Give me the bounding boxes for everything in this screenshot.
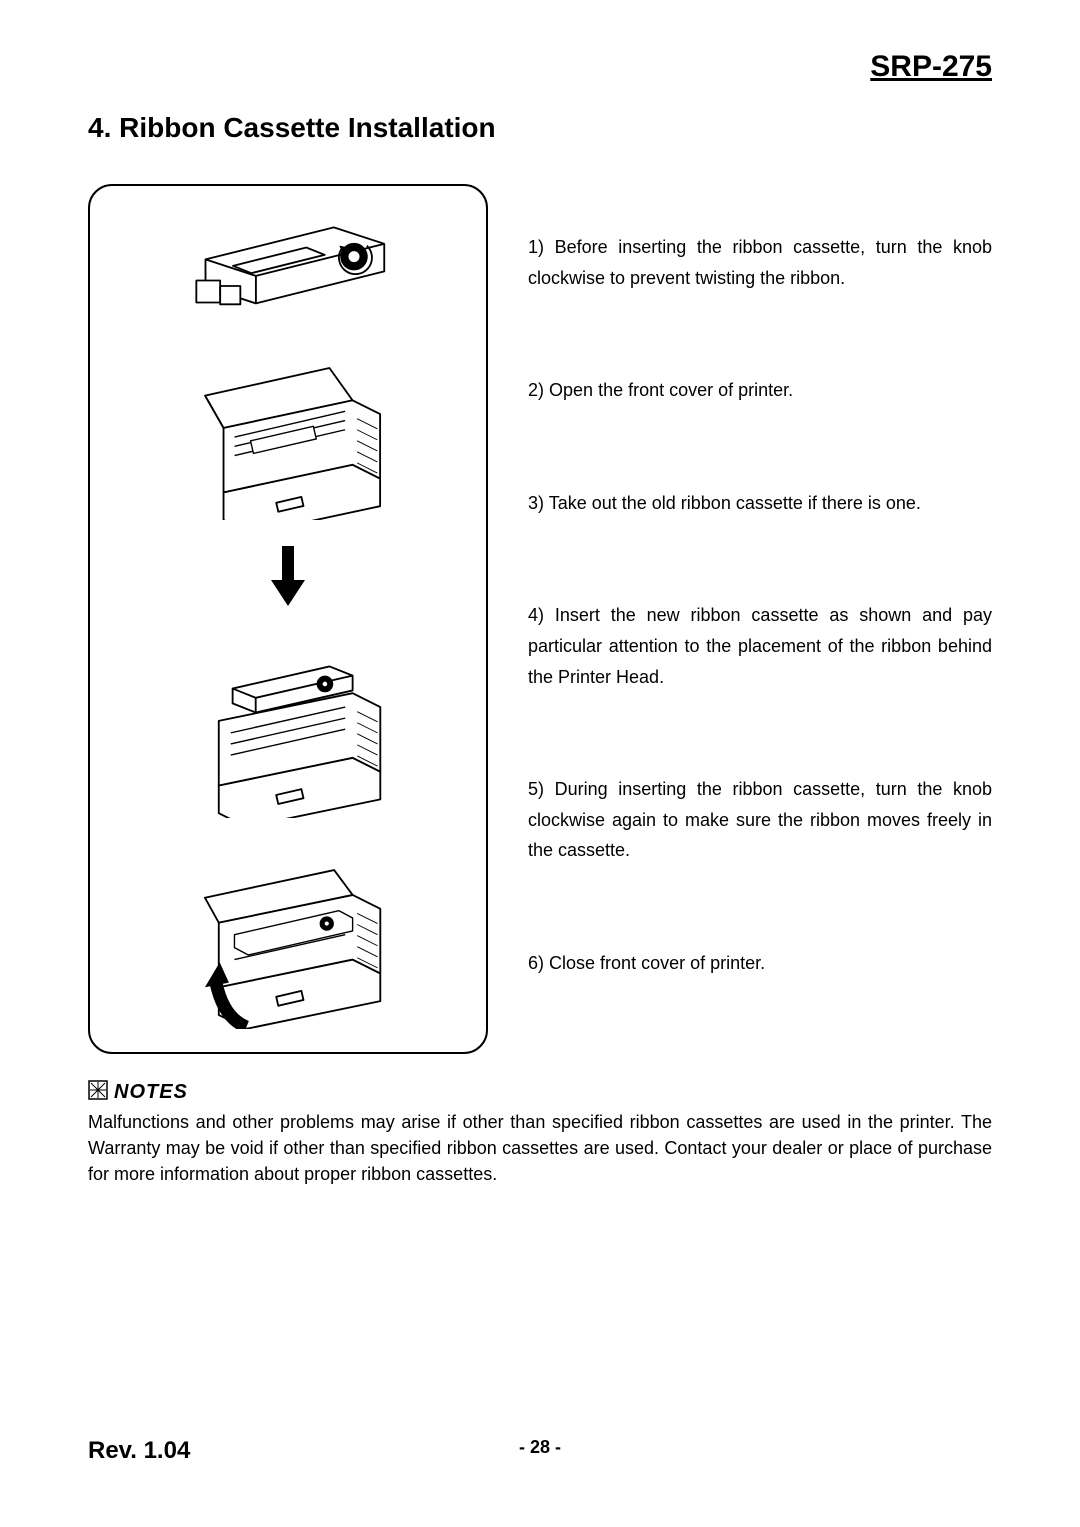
step-1: 1) Before inserting the ribbon cassette,… bbox=[528, 232, 992, 293]
step-number: 5) bbox=[528, 779, 544, 799]
notes-body: Malfunctions and other problems may aris… bbox=[88, 1109, 992, 1187]
instruction-steps: 1) Before inserting the ribbon cassette,… bbox=[528, 184, 992, 1054]
section-title: 4. Ribbon Cassette Installation bbox=[88, 112, 992, 144]
notes-label: NOTES bbox=[114, 1081, 188, 1104]
step-text: Close front cover of printer. bbox=[549, 953, 765, 973]
step-4: 4) Insert the new ribbon cassette as sho… bbox=[528, 600, 992, 692]
main-content: 1) Before inserting the ribbon cassette,… bbox=[88, 184, 992, 1054]
notes-header: NOTES bbox=[88, 1080, 992, 1105]
step-text: Open the front cover of printer. bbox=[549, 380, 793, 400]
step-text: During inserting the ribbon cassette, tu… bbox=[528, 779, 992, 860]
step-number: 3) bbox=[528, 493, 544, 513]
step-number: 2) bbox=[528, 380, 544, 400]
step-3: 3) Take out the old ribbon cassette if t… bbox=[528, 488, 992, 519]
step-text: Take out the old ribbon cassette if ther… bbox=[549, 493, 921, 513]
notes-block: NOTES Malfunctions and other problems ma… bbox=[88, 1080, 992, 1187]
step-number: 4) bbox=[528, 605, 544, 625]
illustration-insert-cassette bbox=[158, 633, 418, 818]
page: SRP-275 4. Ribbon Cassette Installation bbox=[0, 0, 1080, 1527]
illustration-printer-open bbox=[158, 345, 418, 520]
step-6: 6) Close front cover of printer. bbox=[528, 948, 992, 979]
step-text: Insert the new ribbon cassette as shown … bbox=[528, 605, 992, 686]
step-2: 2) Open the front cover of printer. bbox=[528, 375, 992, 406]
figure-panel bbox=[88, 184, 488, 1054]
step-text: Before inserting the ribbon cassette, tu… bbox=[528, 237, 992, 288]
step-number: 6) bbox=[528, 953, 544, 973]
step-5: 5) During inserting the ribbon cassette,… bbox=[528, 774, 992, 866]
notes-icon bbox=[88, 1080, 108, 1105]
illustration-ribbon-cassette bbox=[158, 209, 418, 319]
model-header: SRP-275 bbox=[88, 50, 992, 84]
step-number: 1) bbox=[528, 237, 544, 257]
illustration-close-cover bbox=[158, 844, 418, 1029]
page-footer: Rev. 1.04 - 28 - bbox=[88, 1437, 992, 1465]
arrow-down-icon bbox=[158, 546, 418, 606]
revision-label: Rev. 1.04 bbox=[88, 1437, 190, 1465]
page-number: - 28 - bbox=[519, 1437, 561, 1458]
